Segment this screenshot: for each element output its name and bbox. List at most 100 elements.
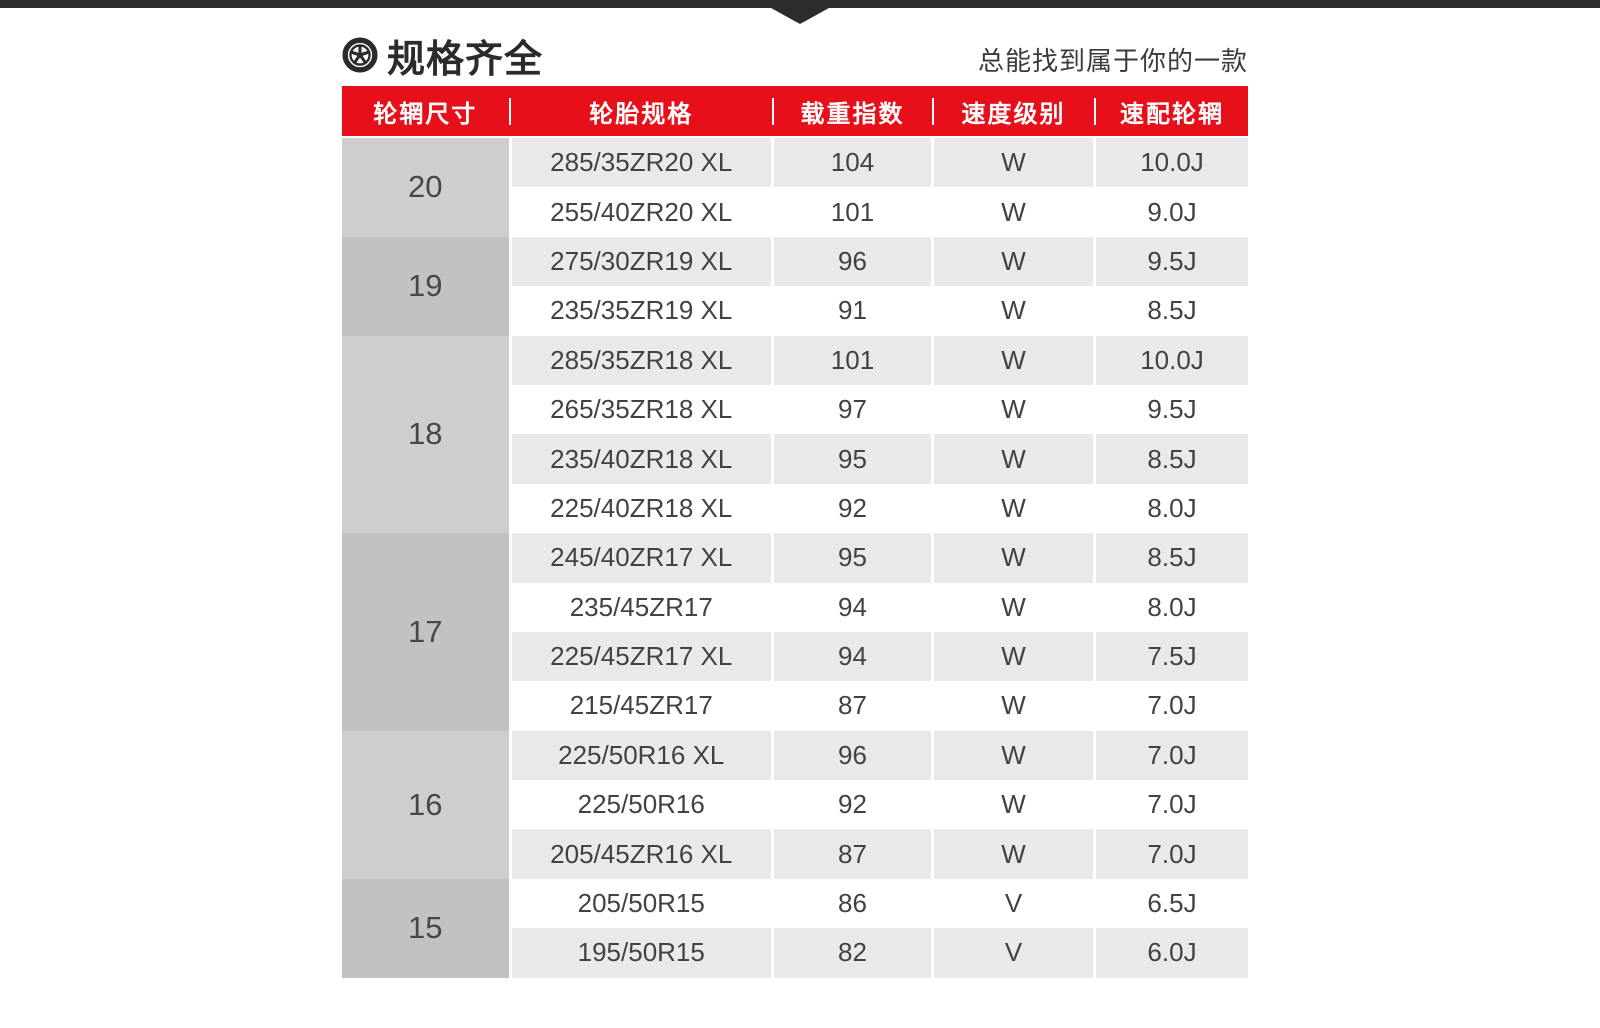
matching-rim-cell: 9.5J (1096, 384, 1248, 435)
spec-cell: 225/50R16 (511, 780, 771, 830)
spec-row: 205/50R15 86 V 6.5J (511, 878, 1248, 929)
load-index-cell: 96 (774, 236, 931, 287)
matching-rim-cell: 10.0J (1096, 335, 1248, 385)
spec-cell: 235/45ZR17 (511, 582, 771, 632)
spec-row: 245/40ZR17 XL 95 W 8.5J (511, 533, 1248, 583)
spec-row: 285/35ZR18 XL 101 W 10.0J (511, 335, 1248, 385)
load-index-cell: 95 (774, 533, 931, 583)
spec-row: 215/45ZR17 87 W 7.0J (511, 681, 1248, 731)
matching-rim-cell: 8.5J (1096, 286, 1248, 336)
rim-group-rows: 205/50R15 86 V 6.5J 195/50R15 82 V 6.0J (511, 878, 1248, 978)
matching-rim-cell: 8.0J (1096, 582, 1248, 632)
header-cell-speed-rating: 速度级别 (931, 86, 1093, 136)
spec-row: 235/40ZR18 XL 95 W 8.5J (511, 434, 1248, 484)
spec-row: 275/30ZR19 XL 96 W 9.5J (511, 236, 1248, 287)
spec-cell: 205/50R15 (511, 878, 771, 929)
matching-rim-cell: 8.0J (1096, 483, 1248, 534)
rim-group-rows: 225/50R16 XL 96 W 7.0J 225/50R16 92 W 7.0J 205/4… (511, 730, 1248, 879)
rim-group-16: 16 225/50R16 XL 96 W 7.0J 225/50R16 92 W 7.0J 205… (342, 730, 1248, 879)
speed-rating-cell: W (934, 138, 1093, 188)
matching-rim-cell: 7.0J (1096, 681, 1248, 731)
table-header-row: 轮辋尺寸 轮胎规格 载重指数 速度级别 速配轮辋 (342, 86, 1248, 136)
speed-rating-cell: W (934, 384, 1093, 435)
rim-size-cell: 17 (342, 533, 509, 731)
speed-rating-cell: W (934, 236, 1093, 287)
rim-group-18: 18 285/35ZR18 XL 101 W 10.0J 265/35ZR18 XL 97 W… (342, 335, 1248, 534)
rim-group-rows: 285/35ZR18 XL 101 W 10.0J 265/35ZR18 XL 97 W 9.… (511, 335, 1248, 534)
load-index-cell: 97 (774, 384, 931, 435)
down-triangle-pointer (771, 8, 829, 24)
spec-cell: 285/35ZR20 XL (511, 138, 771, 188)
load-index-cell: 82 (774, 928, 931, 978)
spec-cell: 205/45ZR16 XL (511, 829, 771, 879)
wheel-icon (342, 37, 378, 73)
matching-rim-cell: 7.0J (1096, 730, 1248, 781)
matching-rim-cell: 6.5J (1096, 878, 1248, 929)
load-index-cell: 101 (774, 187, 931, 237)
spec-cell: 235/35ZR19 XL (511, 286, 771, 336)
speed-rating-cell: W (934, 582, 1093, 632)
rim-size-cell: 20 (342, 138, 509, 237)
speed-rating-cell: W (934, 286, 1093, 336)
spec-row: 225/45ZR17 XL 94 W 7.5J (511, 631, 1248, 682)
spec-cell: 215/45ZR17 (511, 681, 771, 731)
spec-cell: 195/50R15 (511, 928, 771, 978)
matching-rim-cell: 7.5J (1096, 631, 1248, 682)
header-cell-load-index: 载重指数 (771, 86, 931, 136)
matching-rim-cell: 8.5J (1096, 533, 1248, 583)
matching-rim-cell: 10.0J (1096, 138, 1248, 188)
load-index-cell: 92 (774, 483, 931, 534)
rim-group-20: 20 285/35ZR20 XL 104 W 10.0J 255/40ZR20 XL 101… (342, 138, 1248, 237)
spec-cell: 235/40ZR18 XL (511, 434, 771, 484)
speed-rating-cell: W (934, 780, 1093, 830)
rim-size-cell: 16 (342, 730, 509, 879)
spec-cell: 225/45ZR17 XL (511, 631, 771, 682)
speed-rating-cell: V (934, 928, 1093, 978)
speed-rating-cell: W (934, 631, 1093, 682)
rim-group-rows: 275/30ZR19 XL 96 W 9.5J 235/35ZR19 XL 91 W 8.5J (511, 236, 1248, 336)
section-title-group: 规格齐全 (342, 28, 543, 83)
load-index-cell: 95 (774, 434, 931, 484)
spec-cell: 265/35ZR18 XL (511, 384, 771, 435)
spec-row: 225/50R16 XL 96 W 7.0J (511, 730, 1248, 781)
matching-rim-cell: 8.5J (1096, 434, 1248, 484)
section-subtitle: 总能找到属于你的一款 (977, 45, 1248, 76)
load-index-cell: 92 (774, 780, 931, 830)
rim-size-cell: 15 (342, 878, 509, 978)
rim-size-cell: 18 (342, 335, 509, 534)
spec-row: 225/50R16 92 W 7.0J (511, 780, 1248, 830)
load-index-cell: 101 (774, 335, 931, 385)
spec-cell: 255/40ZR20 XL (511, 187, 771, 237)
matching-rim-cell: 7.0J (1096, 829, 1248, 879)
spec-row: 235/45ZR17 94 W 8.0J (511, 582, 1248, 632)
speed-rating-cell: W (934, 730, 1093, 781)
speed-rating-cell: V (934, 878, 1093, 929)
rim-group-rows: 285/35ZR20 XL 104 W 10.0J 255/40ZR20 XL 101 W 9… (511, 138, 1248, 237)
spec-row: 255/40ZR20 XL 101 W 9.0J (511, 187, 1248, 237)
matching-rim-cell: 9.5J (1096, 236, 1248, 287)
spec-cell: 275/30ZR19 XL (511, 236, 771, 287)
top-divider-bar (0, 0, 1600, 8)
speed-rating-cell: W (934, 483, 1093, 534)
spec-row: 235/35ZR19 XL 91 W 8.5J (511, 286, 1248, 336)
load-index-cell: 91 (774, 286, 931, 336)
matching-rim-cell: 9.0J (1096, 187, 1248, 237)
rim-group-17: 17 245/40ZR17 XL 95 W 8.5J 235/45ZR17 94 W 8.0J 2… (342, 533, 1248, 731)
speed-rating-cell: W (934, 533, 1093, 583)
load-index-cell: 96 (774, 730, 931, 781)
spec-cell: 285/35ZR18 XL (511, 335, 771, 385)
rim-group-rows: 245/40ZR17 XL 95 W 8.5J 235/45ZR17 94 W 8.0J 225… (511, 533, 1248, 731)
table-body: 20 285/35ZR20 XL 104 W 10.0J 255/40ZR20 XL 101… (342, 138, 1248, 978)
rim-group-15: 15 205/50R15 86 V 6.5J 195/50R15 82 V 6.0J (342, 878, 1248, 978)
speed-rating-cell: W (934, 187, 1093, 237)
spec-row: 205/45ZR16 XL 87 W 7.0J (511, 829, 1248, 879)
header-cell-rim-size: 轮辋尺寸 (373, 100, 478, 128)
rim-group-19: 19 275/30ZR19 XL 96 W 9.5J 235/35ZR19 XL 91 W 8.… (342, 236, 1248, 336)
matching-rim-cell: 7.0J (1096, 780, 1248, 830)
spec-row: 265/35ZR18 XL 97 W 9.5J (511, 384, 1248, 435)
speed-rating-cell: W (934, 829, 1093, 879)
spec-row: 195/50R15 82 V 6.0J (511, 928, 1248, 978)
load-index-cell: 94 (774, 631, 931, 682)
spec-cell: 225/40ZR18 XL (511, 483, 771, 534)
